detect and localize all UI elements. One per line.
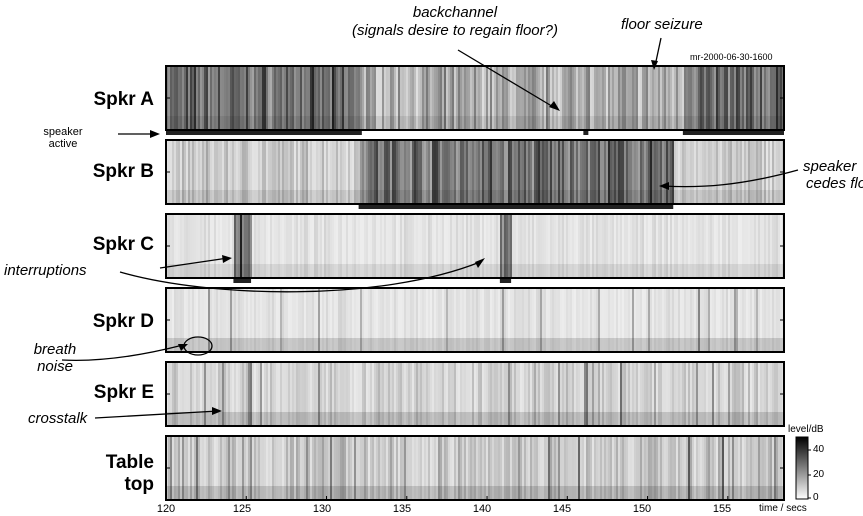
crosstalk-arrow <box>94 410 219 419</box>
speaker-cedes-arrow <box>662 169 799 188</box>
speaker-cedes-line2: cedes floor <box>806 175 863 192</box>
x-tick-145: 145 <box>552 503 572 515</box>
speaker-cedes-annotation: speaker cedes floor <box>800 158 863 192</box>
x-tick-120: 120 <box>156 503 176 515</box>
speaker-active-bar <box>499 279 512 283</box>
channel-label-spkr-a: Spkr A <box>93 89 154 110</box>
channel-label-table-top-line2: top <box>124 474 154 495</box>
breath-line1: breath <box>33 341 77 358</box>
x-tick-125: 125 <box>232 503 252 515</box>
backchannel-annotation: backchannel (signals desire to regain fl… <box>300 4 610 40</box>
speaker-cedes-line1: speaker <box>803 158 857 175</box>
interruptions-annotation: interruptions <box>4 262 87 279</box>
channel-label-spkr-b: Spkr B <box>92 161 154 182</box>
speaker-active-label: speaker active <box>18 126 108 150</box>
recording-id: mr-2000-06-30-1600 <box>690 52 773 62</box>
speaker-active-bar <box>166 131 362 135</box>
floor-seizure-annotation: floor seizure <box>621 16 703 33</box>
breath-arrow <box>61 344 184 361</box>
spectrogram-panel <box>165 287 785 353</box>
colorbar-tick-0: 0 <box>813 492 819 503</box>
speaker-active-bar <box>682 131 784 135</box>
speaker-active-bar <box>358 205 674 209</box>
x-tick-130: 130 <box>312 503 332 515</box>
channel-label-spkr-c: Spkr C <box>92 234 154 255</box>
arrowheads <box>150 60 669 415</box>
x-tick-155: 155 <box>712 503 732 515</box>
channel-label-spkr-d: Spkr D <box>92 311 154 332</box>
spectrogram-panel <box>165 361 785 427</box>
spectrogram-panel <box>165 65 785 131</box>
spectrogram-panel <box>165 435 785 501</box>
backchannel-arrow <box>457 49 556 109</box>
speaker-active-bar <box>233 279 252 283</box>
colorbar-title: level/dB <box>788 424 824 435</box>
interruptions-arrow-2 <box>119 261 481 293</box>
spectrogram-panel <box>165 213 785 279</box>
backchannel-line2: (signals desire to regain floor?) <box>352 22 558 39</box>
backchannel-line1: backchannel <box>412 4 498 21</box>
colorbar-tick-40: 40 <box>813 444 825 455</box>
x-axis-unit: time / secs <box>759 503 807 514</box>
spectrogram-panel <box>165 139 785 205</box>
x-tick-150: 150 <box>632 503 652 515</box>
channel-label-table-top-line1: Table <box>105 452 154 473</box>
interruptions-arrow-1 <box>159 257 229 269</box>
speaker-active-line2: active <box>48 138 78 150</box>
colorbar <box>795 436 809 500</box>
breath-line2: noise <box>37 358 73 375</box>
crosstalk-annotation: crosstalk <box>28 410 88 427</box>
colorbar-tick-20: 20 <box>813 469 825 480</box>
x-tick-135: 135 <box>392 503 412 515</box>
speaker-active-line1: speaker <box>43 126 83 138</box>
channel-label-spkr-e: Spkr E <box>93 382 154 403</box>
speaker-active-bar <box>583 131 589 135</box>
x-tick-140: 140 <box>472 503 492 515</box>
breath-noise-annotation: breath noise <box>30 341 80 375</box>
